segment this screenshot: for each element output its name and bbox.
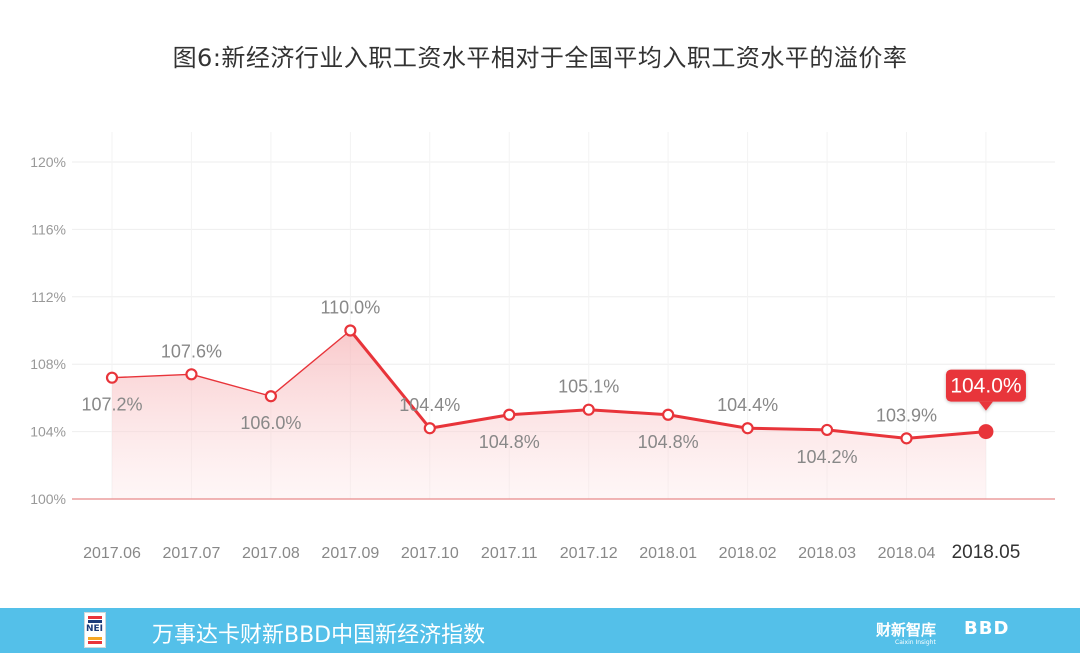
y-tick-label: 120% [30,154,66,170]
line-layer [111,329,988,440]
data-point [900,432,913,445]
footer-index-name: 万事达卡财新BBD中国新经济指数 [152,623,486,648]
data-point [820,423,834,437]
data-point [741,422,754,435]
series-line-segment [111,373,193,379]
data-label: 104.4% [717,395,778,415]
series-line-segment [587,408,670,417]
x-tick-label: 2017.08 [242,545,300,562]
series-line-segment [666,413,750,430]
data-point [105,371,119,384]
data-label: 103.9% [876,405,937,425]
x-tick-label: 2018.02 [719,545,777,562]
caixin-insight-logo: 财新智库 [876,621,937,639]
y-tick-label: 116% [31,221,66,237]
data-point [185,368,198,381]
x-tick-label: 2018.03 [798,545,856,562]
data-label: 104.8% [638,432,699,452]
x-tick-label: 2017.09 [321,545,379,562]
series-line-segment [746,426,829,432]
data-point-highlight [978,424,994,440]
data-point [264,390,277,403]
nei-logo-text: NEI [86,624,104,634]
footer-bar: NEI 万事达卡财新BBD中国新经济指数 财新智库 Caixin Insight… [0,608,1080,653]
axis-layer: 120% 116% 112% 108% 104% 100% 2017.06 2017.07 20… [30,154,1055,563]
area-fill [112,330,986,499]
line-chart: 107.2% 107.6% 106.0% 110.0% 104.4% 104.8% 105.… [30,132,1055,563]
x-tick-label: 2018.04 [878,545,936,562]
point-layer [105,324,994,445]
data-point [582,403,595,416]
y-tick-label: 108% [30,356,66,372]
x-tick-label: 2017.07 [163,545,221,562]
data-label: 104.8% [479,432,540,452]
x-tick-label: 2018.05 [952,542,1021,563]
data-label: 107.2% [81,395,142,415]
callout-pointer [978,401,993,411]
series-line-segment [825,428,908,440]
data-point [662,408,675,421]
chart-title: 图6:新经济行业入职工资水平相对于全国平均入职工资水平的溢价率 [172,44,908,72]
data-label: 105.1% [558,377,619,397]
nei-logo: NEI [84,612,106,648]
data-label: 104.0% [950,375,1021,398]
x-tick-label: 2017.06 [83,545,141,562]
series-line-segment [270,329,352,397]
callout-box [945,369,1026,402]
x-tick-label: 2017.10 [401,545,459,562]
y-tick-label: 100% [30,491,66,507]
series-line-segment [428,413,511,430]
x-tick-label: 2017.12 [560,545,618,562]
data-point [344,324,357,337]
callout-badge [945,369,1026,411]
data-label: 106.0% [240,413,301,433]
data-label: 104.2% [797,447,858,467]
data-point [423,422,436,435]
caixin-insight-sub: Caixin Insight [895,639,936,646]
series-line-segment [348,329,432,430]
series-line-segment [905,430,988,440]
data-point [503,408,516,421]
data-label: 107.6% [161,341,222,361]
series-line-segment [190,373,272,397]
y-tick-label: 112% [31,289,66,305]
x-tick-label: 2017.11 [481,545,538,562]
label-layer: 107.2% 107.6% 106.0% 110.0% 104.4% 104.8% 105.… [81,298,1026,467]
y-tick-label: 104% [30,424,66,440]
x-tick-label: 2018.01 [639,545,697,562]
data-label: 110.0% [320,298,380,318]
data-label: 104.4% [399,395,460,415]
bbd-logo: BBD [964,618,1010,639]
area-layer [112,330,986,499]
series-line-segment [507,408,591,417]
